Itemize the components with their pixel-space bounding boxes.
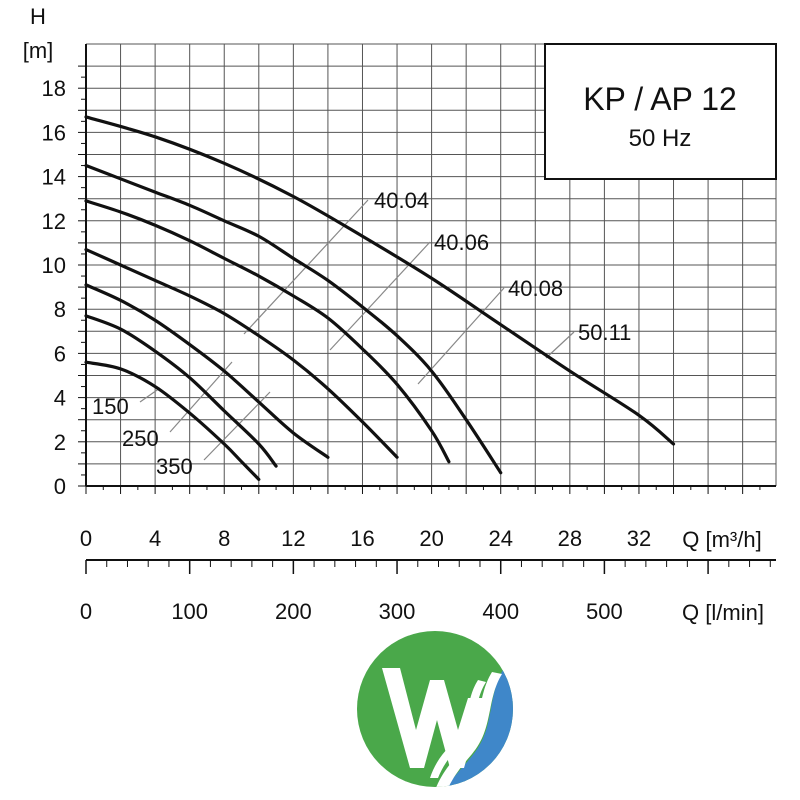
y-tick-label: 6 [54, 341, 66, 366]
label-350: 350 [156, 454, 193, 479]
performance-curves [84, 115, 676, 481]
curve-350 [84, 360, 261, 481]
x-tick-label: 0 [80, 526, 92, 551]
x2-tick-label: 400 [482, 599, 519, 624]
title-box [544, 43, 777, 180]
label-40-08: 40.08 [508, 276, 563, 301]
y-tick-label: 14 [42, 165, 66, 190]
x-tick-label: 16 [350, 526, 374, 551]
x-tick-label: 32 [627, 526, 651, 551]
curve-150 [84, 283, 330, 459]
x-tick-label: 24 [488, 526, 512, 551]
y-tick-label: 2 [54, 430, 66, 455]
y-tick-label: 4 [54, 386, 66, 411]
curve-40-08 [84, 163, 503, 475]
y-tick-label: 12 [42, 209, 66, 234]
y-tick-label: 18 [42, 76, 66, 101]
label-50-11: 50.11 [578, 320, 631, 345]
curve-40-04 [84, 247, 399, 459]
y-tick-label: 10 [42, 253, 66, 278]
x-tick-label: 4 [149, 526, 161, 551]
x-tick-label: 28 [558, 526, 582, 551]
x-axis-label: Q [m³/h] [682, 527, 761, 552]
x2-tick-label: 200 [275, 599, 312, 624]
logo-white-wave [434, 672, 502, 787]
x-tick-label: 8 [218, 526, 230, 551]
leader-250 [169, 361, 233, 433]
y-tick-label: 16 [42, 120, 66, 145]
curve-40-06 [84, 199, 451, 464]
label-40-04: 40.04 [374, 188, 429, 213]
x2-tick-label: 100 [171, 599, 208, 624]
y-tick-label: 0 [54, 474, 66, 499]
x2-tick-label: 300 [379, 599, 416, 624]
y-axis-unit: [m] [23, 38, 54, 63]
curve-250 [84, 314, 278, 468]
label-150: 150 [92, 394, 129, 419]
leader-150 [139, 387, 161, 403]
w-logo [357, 631, 513, 787]
logo-w-letter [382, 668, 484, 768]
x-tick-label: 20 [419, 526, 443, 551]
curve-50-11 [84, 115, 676, 446]
x-tick-label: 12 [281, 526, 305, 551]
y-tick-label: 8 [54, 297, 66, 322]
label-40-06: 40.06 [434, 230, 489, 255]
leader-40-08 [417, 287, 505, 385]
y-axis-symbol: H [30, 4, 46, 29]
x2-tick-label: 0 [80, 599, 92, 624]
chart-title: KP / AP 12 [583, 81, 737, 117]
x2-axis-label: Q [l/min] [682, 600, 764, 625]
x2-tick-label: 500 [586, 599, 623, 624]
chart-subtitle: 50 Hz [629, 125, 692, 152]
label-250: 250 [122, 426, 159, 451]
leader-50-11 [545, 331, 575, 359]
